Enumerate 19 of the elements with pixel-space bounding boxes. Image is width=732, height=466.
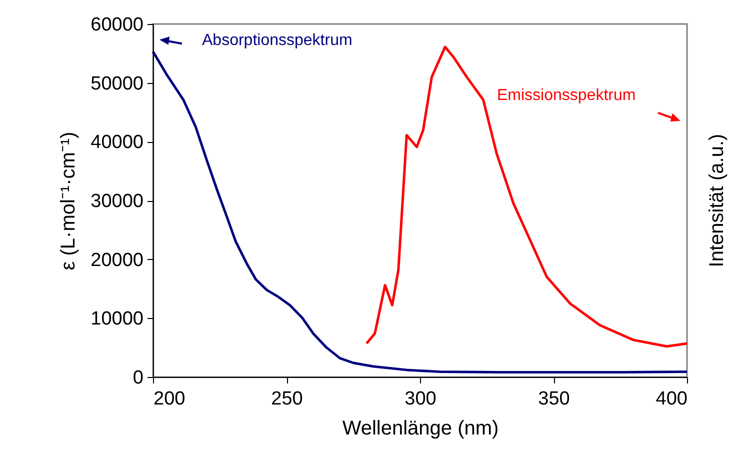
y-tick-label: 0 xyxy=(132,368,144,388)
x-tick-label: 400 xyxy=(656,388,688,410)
y-tick-label: 60000 xyxy=(90,14,144,36)
y2-axis-title: Intensität (a.u.) xyxy=(706,134,728,268)
line-series xyxy=(152,50,688,374)
x-tick-label: 250 xyxy=(271,388,303,410)
line-series xyxy=(365,46,688,348)
x-axis-title: Wellenlänge (nm) xyxy=(342,418,499,440)
y-tick-label: 20000 xyxy=(90,250,144,271)
y-axis-title: ε (L·mol⁻¹·cm⁻¹) xyxy=(58,132,80,270)
annotation: Emissionsspektrum xyxy=(497,87,636,104)
y-tick-label: 40000 xyxy=(90,132,144,154)
y-tick-label: 50000 xyxy=(90,73,144,94)
annotation: Absorptionsspektrum xyxy=(202,32,352,49)
x-tick-label: 200 xyxy=(154,388,186,410)
y-tick-label: 30000 xyxy=(90,191,144,212)
x-tick-label: 300 xyxy=(404,388,436,410)
x-tick-label: 350 xyxy=(538,388,570,410)
y-tick-label: 10000 xyxy=(90,308,144,330)
